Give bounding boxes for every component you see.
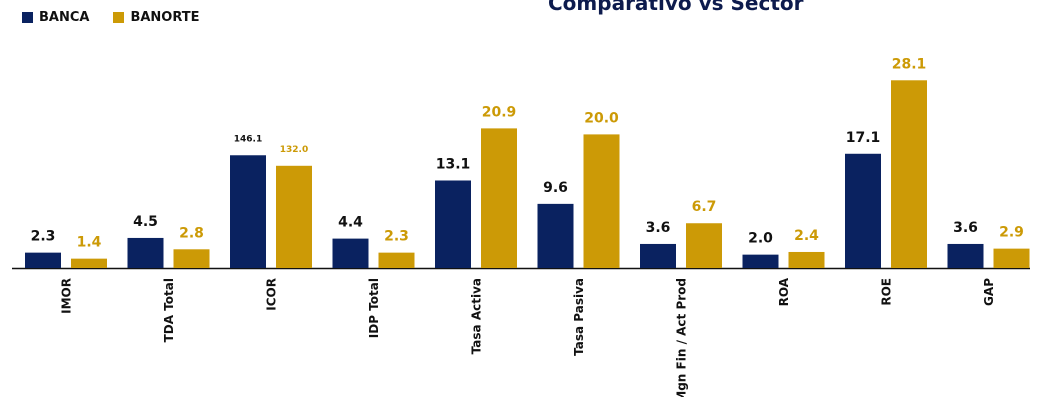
data-label-banca-7: 3.6 [646,220,671,236]
data-label-banca-1: 2.3 [31,229,56,245]
bar-banorte-5 [481,128,517,268]
category-label-5: Tasa Activa [470,278,484,354]
bar-banca-3 [230,155,266,268]
bar-banorte-7 [686,223,722,268]
category-label-3: ICOR [265,278,279,311]
chart-title: Comparativo vs Sector [548,0,804,15]
category-label-7: Mgn Fin / Act Prod [675,278,689,397]
category-label-6: Tasa Pasiva [572,278,586,356]
bar-banorte-2 [173,249,210,268]
data-label-banca-5: 13.1 [436,156,471,172]
data-label-banca-6: 9.6 [543,180,568,196]
bar-banorte-4 [378,252,415,268]
bar-banca-8 [742,254,779,268]
data-label-banorte-10: 2.9 [999,225,1024,241]
data-label-banorte-1: 1.4 [77,235,102,251]
category-label-9: ROE [880,278,894,306]
data-label-banorte-2: 2.8 [179,225,204,241]
category-label-1: IMOR [60,278,74,314]
bar-banorte-1 [71,258,107,268]
data-label-banorte-6: 20.0 [584,110,619,126]
bar-banca-2 [127,237,164,268]
category-label-2: TDA Total [162,278,176,342]
data-label-banorte-4: 2.3 [384,229,409,245]
data-label-banca-10: 3.6 [953,220,978,236]
data-label-banorte-9: 28.1 [892,56,927,72]
bar-banca-4 [332,238,369,268]
legend-item-banca: BANCA [22,10,89,25]
category-label-4: IDP Total [367,278,381,338]
data-label-banca-2: 4.5 [133,214,158,230]
data-label-banca-4: 4.4 [338,215,363,231]
bar-banca-5 [435,180,471,268]
data-label-banorte-7: 6.7 [692,199,717,215]
chart-legend: BANCA BANORTE [22,10,200,25]
bar-banorte-8 [788,251,825,268]
bar-banca-1 [25,252,61,268]
category-label-8: ROA [777,277,791,306]
legend-label-banca: BANCA [39,10,90,25]
data-label-banca-8: 2.0 [748,231,773,247]
bar-banorte-6 [583,134,620,268]
bar-banorte-3 [276,165,312,268]
legend-item-banorte: BANORTE [113,10,200,25]
bar-banorte-10 [993,248,1030,268]
legend-swatch-banorte [113,12,125,23]
data-label-banorte-5: 20.9 [482,104,517,120]
bar-banca-9 [845,153,881,268]
legend-swatch-banca [22,12,33,23]
bar-banorte-9 [891,80,927,269]
bar-banca-10 [947,243,984,268]
legend-label-banorte: BANORTE [130,10,200,25]
data-label-banca-3: 146.1 [234,134,262,144]
data-label-banca-9: 17.1 [846,130,881,146]
bar-banca-6 [537,203,574,268]
data-label-banorte-3: 132.0 [280,145,308,155]
bar-banca-7 [640,243,676,268]
data-label-banorte-8: 2.4 [794,228,819,244]
category-label-10: GAP [982,278,996,306]
